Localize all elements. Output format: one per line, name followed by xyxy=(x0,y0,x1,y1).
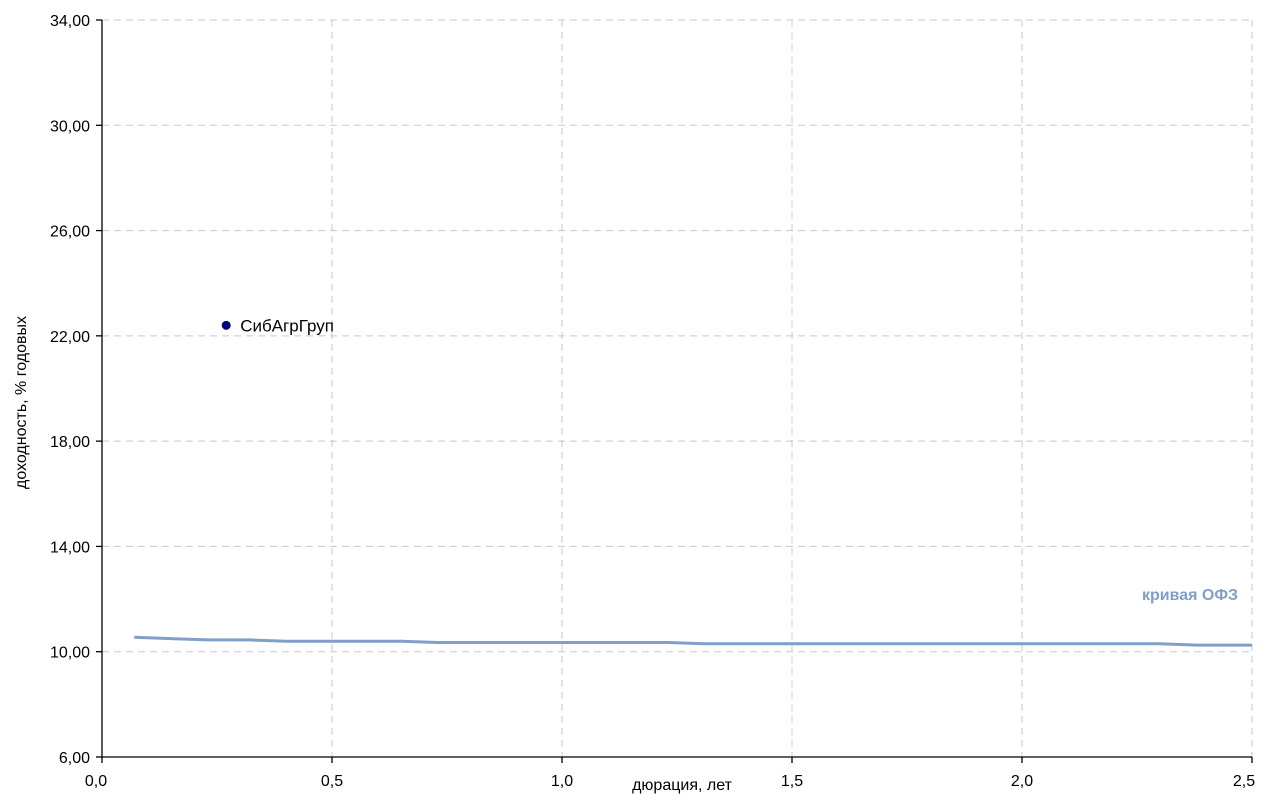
y-tick-label: 26,00 xyxy=(50,224,90,241)
y-tick-label: 14,00 xyxy=(50,539,90,556)
y-tick-label: 10,00 xyxy=(50,645,90,662)
bond-point xyxy=(221,320,231,330)
ofz-curve-label: кривая ОФЗ xyxy=(1142,587,1238,604)
y-tick-label: 6,00 xyxy=(59,750,90,767)
series-layer: кривая ОФЗ СибАгрГруп xyxy=(134,316,1252,647)
x-tick-labels: 0,0 0,5 1,0 1,5 2,0 2,5 xyxy=(85,773,1255,790)
x-tick-label: 2,0 xyxy=(1011,773,1033,790)
x-gridlines xyxy=(331,20,1253,757)
x-tick-label: 0,5 xyxy=(321,773,343,790)
bond-point-label: СибАгрГруп xyxy=(240,316,334,335)
y-tick-label: 22,00 xyxy=(50,329,90,346)
y-gridlines xyxy=(102,19,1252,653)
y-tick-labels: 6,00 10,00 14,00 18,00 22,00 26,00 30,00 34,00 xyxy=(50,13,90,767)
x-tick-label: 1,0 xyxy=(551,773,573,790)
x-tick-label: 2,5 xyxy=(1233,773,1255,790)
y-tick-label: 30,00 xyxy=(50,118,90,135)
axes xyxy=(96,19,1253,763)
x-tick-label: 0,0 xyxy=(85,773,107,790)
ofz-curve-line xyxy=(134,635,1252,647)
x-tick-label: 1,5 xyxy=(781,773,803,790)
y-tick-label: 34,00 xyxy=(50,13,90,30)
x-axis-title: дюрация, лет xyxy=(632,777,732,794)
y-tick-label: 18,00 xyxy=(50,434,90,451)
y-axis-title: доходность, % годовых xyxy=(13,316,30,489)
